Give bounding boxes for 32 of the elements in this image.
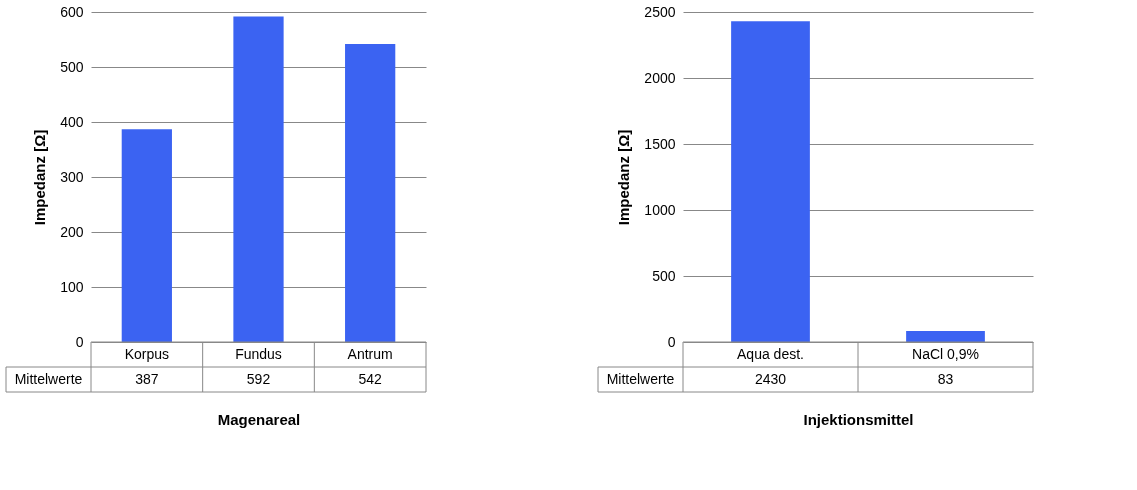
bar [345,43,396,342]
y-tick-label: 0 [667,333,676,350]
x-axis-title: Injektionsmittel [803,410,914,428]
y-tick-label: 500 [652,267,676,284]
y-tick-label: 1000 [644,201,676,218]
data-label: 387 [135,370,159,387]
x-tick-label: Aqua dest. [737,345,804,362]
data-label: 592 [246,370,271,387]
data-label: 542 [358,370,383,387]
data-label: 83 [937,370,954,387]
bar [121,129,172,342]
y-tick-label: 200 [60,223,84,240]
text: Mittelwerte [14,370,83,387]
data-label: 2430 [754,370,787,387]
y-tick-label: 400 [60,113,84,130]
x-axis-title: Magenareal [217,410,301,428]
x-tick-label: Fundus [235,345,282,362]
text: Mittelwerte [606,370,675,387]
y-tick-label: 600 [60,3,84,20]
y-axis-title: Impedanz [Ω] [615,129,633,226]
y-tick-label: 300 [60,168,84,185]
y-tick-label: 500 [60,58,84,75]
y-tick-label: 1500 [644,135,676,152]
y-tick-label: 100 [60,278,84,295]
x-tick-label: Antrum [347,345,393,362]
x-tick-label: Korpus [124,345,170,362]
x-tick-label: NaCl 0,9% [912,345,979,362]
y-tick-label: 2000 [644,69,676,86]
y-axis-title: Impedanz [Ω] [31,129,49,226]
y-tick-label: 2500 [644,3,676,20]
bar [233,16,284,342]
y-tick-label: 0 [75,333,84,350]
